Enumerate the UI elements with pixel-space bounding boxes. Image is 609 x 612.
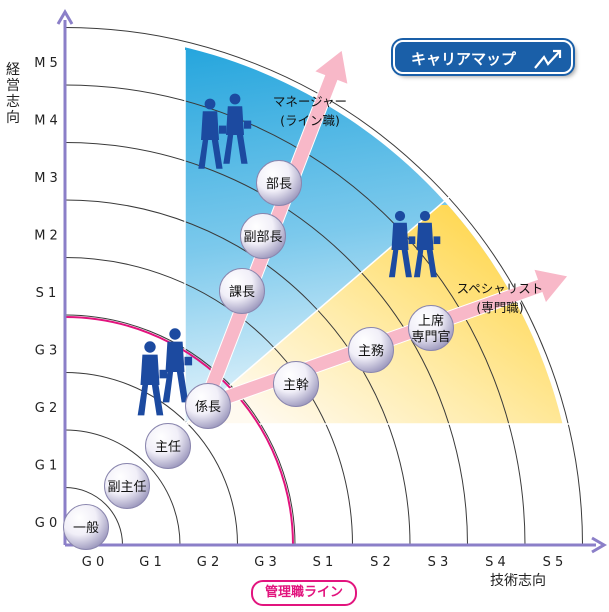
x-axis-tick-label: S 1 [313, 555, 334, 570]
rank-arc [64, 429, 181, 546]
node-label: 部長 [266, 177, 292, 192]
rank-arc [64, 84, 526, 546]
manager-track-line1: マネージャー [273, 94, 347, 109]
node-circle [104, 463, 150, 509]
node-circle [348, 327, 394, 373]
node-label: 係長 [195, 400, 221, 415]
node-label: 課長 [229, 284, 255, 300]
manager-track-line2: (ライン職) [280, 113, 340, 128]
y-axis-tick-label: G 2 [35, 401, 57, 416]
x-axis-tick-label: G 0 [82, 555, 104, 570]
node-label: 副部長 [243, 230, 282, 245]
manager-position-node: 副部長 [240, 213, 286, 259]
y-axis-tick-label: S 1 [36, 286, 57, 301]
node-label: 一般 [73, 520, 99, 536]
node-circle [240, 213, 286, 259]
specialist-position-node: 主幹 [273, 361, 319, 407]
x-axis-tick-label: S 4 [485, 555, 506, 570]
x-axis-tick-label: S 2 [370, 555, 391, 570]
rank-arc [64, 257, 353, 546]
x-axis-tick-label: G 2 [197, 555, 219, 570]
rank-arc [64, 142, 468, 546]
node-label: 主幹 [283, 377, 309, 393]
node-label: 主務 [358, 344, 384, 359]
x-axis-tick-label: G 1 [139, 555, 161, 570]
node-label: 専門官 [411, 329, 450, 345]
people-figures [137, 93, 441, 416]
y-axis-tick-label: M 4 [34, 114, 58, 129]
node-circle [408, 305, 454, 351]
y-axis-title-char: 経 [6, 62, 20, 78]
y-axis-tick-label: M 5 [34, 56, 58, 71]
y-axis-tick-label: M 3 [34, 171, 58, 186]
common-position-node: 副主任 [104, 463, 150, 509]
y-axis-title: 経 営 志 向 [4, 62, 22, 126]
node-label: 主任 [155, 440, 181, 455]
x-axis-tick-label: S 5 [543, 555, 564, 570]
x-axis-tick-label: G 3 [254, 555, 276, 570]
manager-person-icon [198, 98, 227, 169]
rank-arc [64, 199, 411, 546]
y-axis-tick-label: M 2 [34, 229, 58, 244]
x-axis-tick-label: S 3 [428, 555, 449, 570]
node-circle [145, 423, 191, 469]
specialist-position-node: 主務 [348, 327, 394, 373]
badge-label: キャリアマップ [411, 50, 517, 68]
specialist-track-line1: スペシャリスト [457, 281, 544, 296]
node-circle [256, 160, 302, 206]
specialist-track-line2: (専門職) [476, 300, 523, 315]
y-axis-title-char: 向 [6, 110, 20, 126]
career-map-badge: キャリアマップ [393, 40, 573, 74]
common-position-node: 係長 [185, 383, 231, 429]
employee-person-icon [162, 328, 193, 403]
node-circle [219, 268, 265, 314]
node-circle [185, 383, 231, 429]
y-axis-tick-label: G 0 [35, 516, 57, 531]
manager-position-node: 課長 [219, 268, 265, 314]
rank-arc [64, 314, 296, 546]
node-label: 上席 [418, 313, 444, 329]
y-axis-title-char: 営 [6, 78, 20, 94]
node-circle [273, 361, 319, 407]
x-axis-title: 技術志向 [490, 573, 546, 589]
y-axis-tick-label: G 1 [35, 459, 57, 474]
y-axis-title-char: 志 [6, 94, 20, 110]
x-axis-ticks: G 0 G 1 G 2 G 3 S 1 S 2 S 3 S 4 S 5 [82, 555, 564, 570]
specialist-person-icon [413, 210, 441, 278]
common-position-node: 一般 [63, 504, 109, 550]
management-line-label: 管理職ライン [251, 580, 358, 606]
common-position-node: 主任 [145, 423, 191, 469]
y-axis-arrowhead [56, 9, 74, 25]
y-axis-ticks: G 0 G 1 G 2 G 3 S 1 M 2 M 3 M 4 M 5 [34, 56, 58, 531]
manager-position-node: 部長 [256, 160, 302, 206]
specialist-person-icon [388, 210, 416, 278]
y-axis-tick-label: G 3 [35, 344, 57, 359]
node-label: 副主任 [107, 480, 146, 495]
employee-person-icon [137, 341, 168, 416]
zone-divider [184, 191, 456, 425]
zigzag-arrow-icon [534, 49, 562, 69]
rank-arc [64, 487, 123, 546]
axes [56, 9, 607, 554]
node-circle [63, 504, 109, 550]
x-axis-arrowhead [591, 536, 607, 554]
management-line-arc [64, 316, 294, 546]
manager-person-icon [223, 93, 252, 164]
